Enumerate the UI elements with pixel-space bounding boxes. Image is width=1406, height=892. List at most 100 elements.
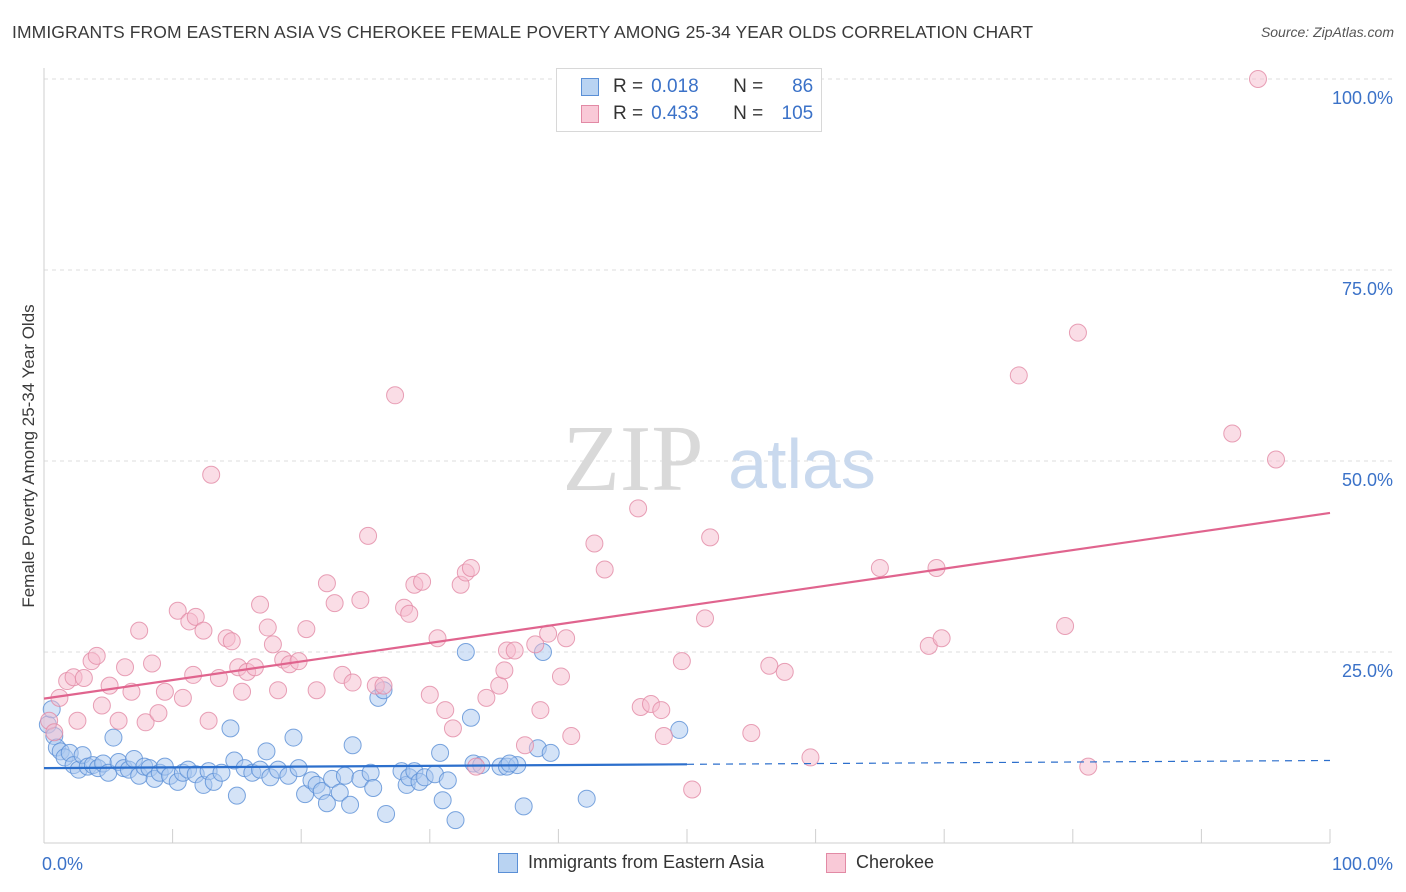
data-point-cherokee <box>1056 617 1075 636</box>
y-tick-labels: 25.0% 50.0% 75.0% 100.0% <box>1332 88 1393 681</box>
data-point-cherokee <box>932 629 951 648</box>
data-point-cherokee <box>149 704 168 723</box>
series-cherokee-points <box>40 70 1285 799</box>
data-point-cherokee <box>490 676 509 695</box>
data-point-cherokee <box>443 719 462 738</box>
data-point-immigrants <box>446 811 465 830</box>
data-point-immigrants <box>456 643 475 661</box>
data-point-immigrants <box>341 795 360 814</box>
data-point-cherokee <box>386 386 405 405</box>
data-point-immigrants <box>289 759 308 778</box>
data-point-cherokee <box>92 696 111 715</box>
data-point-cherokee <box>672 652 691 671</box>
data-point-cherokee <box>297 620 316 639</box>
data-point-cherokee <box>801 748 820 767</box>
legend-r-label: R = <box>613 76 644 97</box>
data-point-cherokee <box>325 594 344 613</box>
bottom-legend-label: Cherokee <box>856 852 935 872</box>
data-point-immigrants <box>104 728 123 747</box>
data-point-cherokee <box>505 641 524 660</box>
data-point-cherokee <box>696 609 715 628</box>
data-point-cherokee <box>307 681 326 700</box>
data-point-cherokee <box>233 682 252 701</box>
data-point-cherokee <box>251 595 270 614</box>
data-point-cherokee <box>420 685 439 704</box>
bottom-legend-swatch-blue <box>498 852 518 873</box>
data-point-cherokee <box>74 668 93 687</box>
data-point-cherokee <box>87 646 106 665</box>
y-tick-label: 100.0% <box>1332 88 1393 108</box>
bottom-legend: Immigrants from Eastern Asia Cherokee <box>0 852 1406 878</box>
data-point-cherokee <box>258 618 277 637</box>
data-point-cherokee <box>269 681 288 700</box>
data-point-cherokee <box>870 558 889 577</box>
data-point-cherokee <box>184 665 203 684</box>
x-tick-labels: 0.0% 100.0% <box>42 854 1393 874</box>
data-point-immigrants <box>221 719 240 738</box>
data-point-cherokee <box>760 656 779 675</box>
legend-r-label: R = <box>613 103 644 124</box>
data-point-immigrants <box>431 743 450 762</box>
legend-n-value: 86 <box>792 76 814 97</box>
legend-r-value: 0.433 <box>651 103 699 124</box>
data-point-cherokee <box>742 723 761 742</box>
stats-legend: R = 0.018 N = 86 R = 0.433 N = 105 <box>556 68 822 132</box>
data-point-cherokee <box>199 711 218 730</box>
data-point-cherokee <box>317 574 336 593</box>
legend-swatch-pink <box>581 105 599 123</box>
data-point-cherokee <box>116 658 135 677</box>
data-point-immigrants <box>364 778 383 797</box>
data-point-immigrants <box>212 763 231 782</box>
bottom-legend-immigrants: Immigrants from Eastern Asia <box>498 852 764 873</box>
data-point-immigrants <box>461 708 480 727</box>
data-point-cherokee <box>1009 366 1028 385</box>
data-point-cherokee <box>263 635 282 654</box>
data-point-cherokee <box>343 673 362 692</box>
bottom-legend-label: Immigrants from Eastern Asia <box>528 852 765 872</box>
data-point-cherokee <box>531 701 550 720</box>
data-point-cherokee <box>202 465 221 484</box>
trend-lines <box>43 511 1331 770</box>
data-point-cherokee <box>526 635 545 654</box>
data-point-cherokee <box>413 572 432 591</box>
y-tick-label: 25.0% <box>1342 661 1393 681</box>
data-point-cherokee <box>652 701 671 720</box>
data-point-cherokee <box>495 661 514 680</box>
data-point-cherokee <box>1248 70 1267 88</box>
data-point-cherokee <box>477 688 496 707</box>
data-point-cherokee <box>629 499 648 518</box>
data-point-immigrants <box>433 791 452 810</box>
data-point-immigrants <box>284 728 303 747</box>
trend-line-immigrants <box>43 763 688 770</box>
data-point-cherokee <box>374 676 393 695</box>
data-point-cherokee <box>173 688 192 707</box>
y-tick-label: 50.0% <box>1342 470 1393 490</box>
data-point-cherokee <box>551 667 570 686</box>
data-point-cherokee <box>1068 323 1087 342</box>
data-point-cherokee <box>359 526 378 545</box>
y-tick-label: 75.0% <box>1342 279 1393 299</box>
trend-line-immigrants-extension <box>686 759 1331 765</box>
data-point-cherokee <box>100 676 119 695</box>
data-point-cherokee <box>109 711 128 730</box>
data-point-immigrants <box>317 794 336 813</box>
data-point-immigrants <box>577 789 596 808</box>
data-point-immigrants <box>541 743 560 762</box>
x-tick-label-end: 100.0% <box>1332 854 1393 874</box>
legend-n-value: 105 <box>781 103 814 124</box>
data-point-cherokee <box>775 662 794 681</box>
data-point-cherokee <box>1223 424 1242 443</box>
data-point-cherokee <box>428 629 447 648</box>
legend-n-label: N = <box>733 76 764 97</box>
chart-title: IMMIGRANTS FROM EASTERN ASIA VS CHEROKEE… <box>12 22 1034 42</box>
bottom-legend-cherokee: Cherokee <box>826 852 934 873</box>
legend-r-value: 0.018 <box>651 76 699 97</box>
data-point-immigrants <box>514 797 533 816</box>
data-point-cherokee <box>351 591 370 610</box>
series-immigrants-points <box>38 643 689 830</box>
data-point-cherokee <box>436 701 455 720</box>
data-point-cherokee <box>168 601 187 620</box>
data-point-immigrants <box>335 766 354 785</box>
source-credit: Source: ZipAtlas.com <box>1260 24 1394 40</box>
